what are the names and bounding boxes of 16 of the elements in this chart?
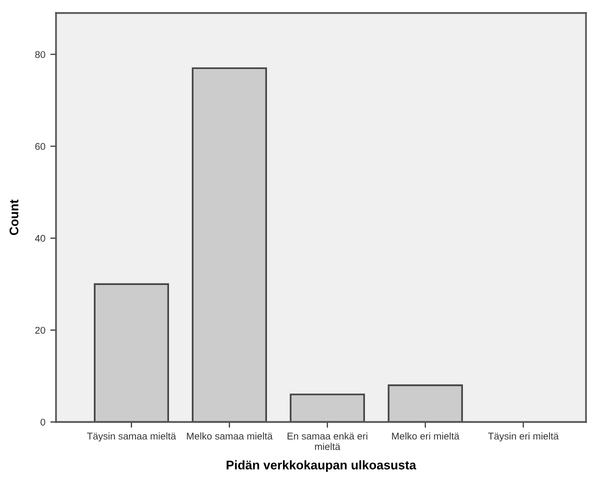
y-tick-label: 20 <box>35 326 46 334</box>
y-tick-label: 60 <box>35 143 46 150</box>
y-tick-label: 80 <box>35 51 46 58</box>
bar <box>192 67 267 422</box>
x-tick-label: Täysin samaa mieltä <box>87 432 176 442</box>
x-tick-label: Täysin eri mieltä <box>488 432 559 442</box>
y-axis-title: Count <box>10 200 18 236</box>
x-axis-title: Pidän verkkokaupan ulkoasusta <box>226 460 416 472</box>
x-tick-label: Melko eri mieltä <box>392 432 460 440</box>
x-tick-label: En samaa enkä eri mieltä <box>288 432 368 450</box>
bar <box>290 394 365 422</box>
y-tick-label: 40 <box>34 234 46 242</box>
bar <box>388 384 463 422</box>
y-tick-label: 0 <box>40 418 46 426</box>
x-tick-label: Melko samaa mieltä <box>186 432 273 440</box>
bar <box>94 283 170 422</box>
